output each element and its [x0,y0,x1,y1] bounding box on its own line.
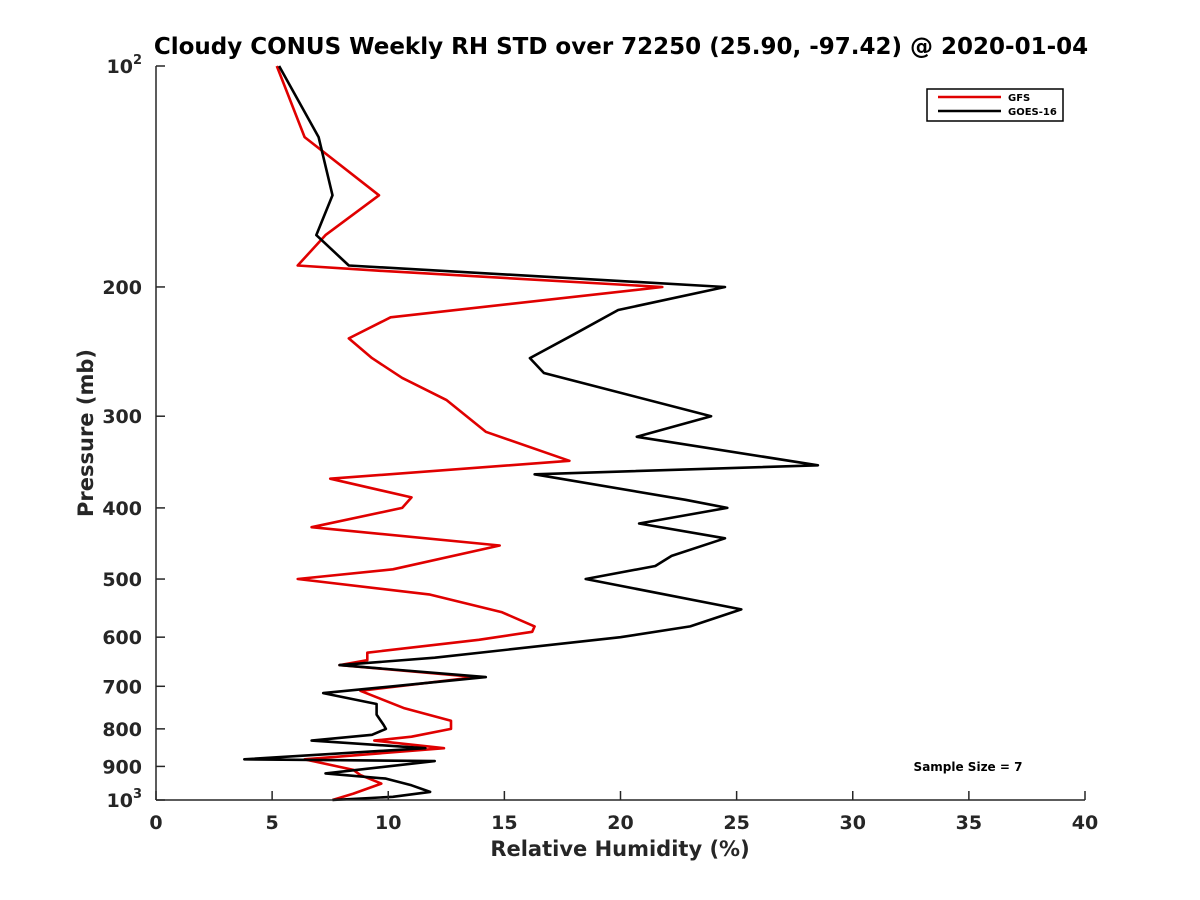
legend-box [926,88,1064,122]
y-tick-label: 400 [102,498,142,520]
series-line-gfs [275,65,664,802]
x-tick-label: 0 [149,812,162,834]
plot-area: 0 5 10 15 20 25 30 35 40 102 200 300 400 500 600 700 80… [102,53,1098,834]
x-tick-label: 40 [1072,812,1098,834]
y-tick-label: 200 [102,277,142,299]
sample-size-annotation: Sample Size = 7 [914,760,1023,774]
legend: GFS GOES-16 [926,88,1064,122]
series-line-goes16 [243,65,820,802]
legend-label-gfs: GFS [1008,93,1030,104]
y-tick-label: 103 [107,787,143,812]
y-tick-label: 800 [102,719,142,741]
x-tick-label: 15 [491,812,517,834]
y-tick-label: 700 [102,676,142,698]
x-tick-label: 20 [607,812,633,834]
x-axis-label: Relative Humidity (%) [490,837,749,861]
x-tick-label: 25 [723,812,749,834]
legend-label-goes16: GOES-16 [1008,107,1057,118]
x-tick-label: 5 [266,812,279,834]
x-axis-ticks: 0 5 10 15 20 25 30 35 40 [149,791,1098,834]
x-tick-label: 10 [375,812,401,834]
y-tick-label: 102 [107,53,143,78]
x-tick-label: 30 [840,812,866,834]
series-layer [243,65,820,802]
chart-title: Cloudy CONUS Weekly RH STD over 72250 (2… [154,34,1088,60]
x-tick-label: 35 [956,812,982,834]
axes-box [156,66,1085,800]
y-tick-label: 300 [102,406,142,428]
y-tick-label: 500 [102,569,142,591]
y-axis-label: Pressure (mb) [74,349,98,517]
y-tick-label: 900 [102,756,142,778]
y-axis-ticks: 102 200 300 400 500 600 700 800 900 103 [102,53,165,812]
y-tick-label: 600 [102,627,142,649]
